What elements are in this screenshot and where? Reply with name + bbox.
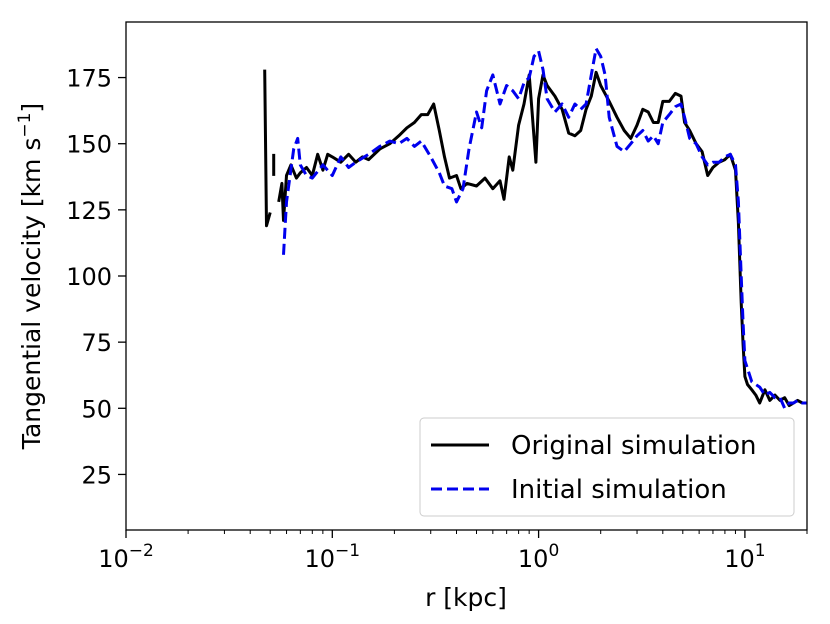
x-axis-ticks: 10−2 10−1 100 101 [98,530,808,573]
y-axis-label-close: ] [17,103,46,113]
series-original-segment-2 [277,70,807,408]
y-tick-label-3: 100 [66,263,112,291]
x-tick-label-2: 100 [518,541,559,573]
y-tick-label-1: 50 [81,395,112,423]
legend-box [419,417,795,517]
x-axis-label: r [kpc] [425,583,507,612]
y-axis-label-superscript: −1 [15,113,35,138]
legend-label-original: Original simulation [511,431,757,461]
y-tick-label-4: 125 [66,197,112,225]
y-tick-label-0: 25 [81,461,112,489]
legend-label-initial: Initial simulation [511,475,727,505]
x-tick-label-1: 10−1 [304,541,360,573]
x-tick-label-3: 101 [724,541,765,573]
y-tick-label-2: 75 [81,329,112,357]
y-tick-label-6: 175 [66,65,112,93]
y-axis-label: Tangential velocity [km s−1] [15,103,46,450]
x-tick-label-0: 10−2 [98,541,154,573]
y-axis-ticks: 25 50 75 100 125 150 175 [66,65,126,489]
y-tick-label-5: 150 [66,131,112,159]
legend: Original simulation Initial simulation [419,417,795,517]
series-initial-segment-0 [282,47,807,410]
y-axis-label-main: Tangential velocity [km s [17,138,46,451]
series-original-segment-0 [263,69,272,228]
series-layer [263,47,807,410]
